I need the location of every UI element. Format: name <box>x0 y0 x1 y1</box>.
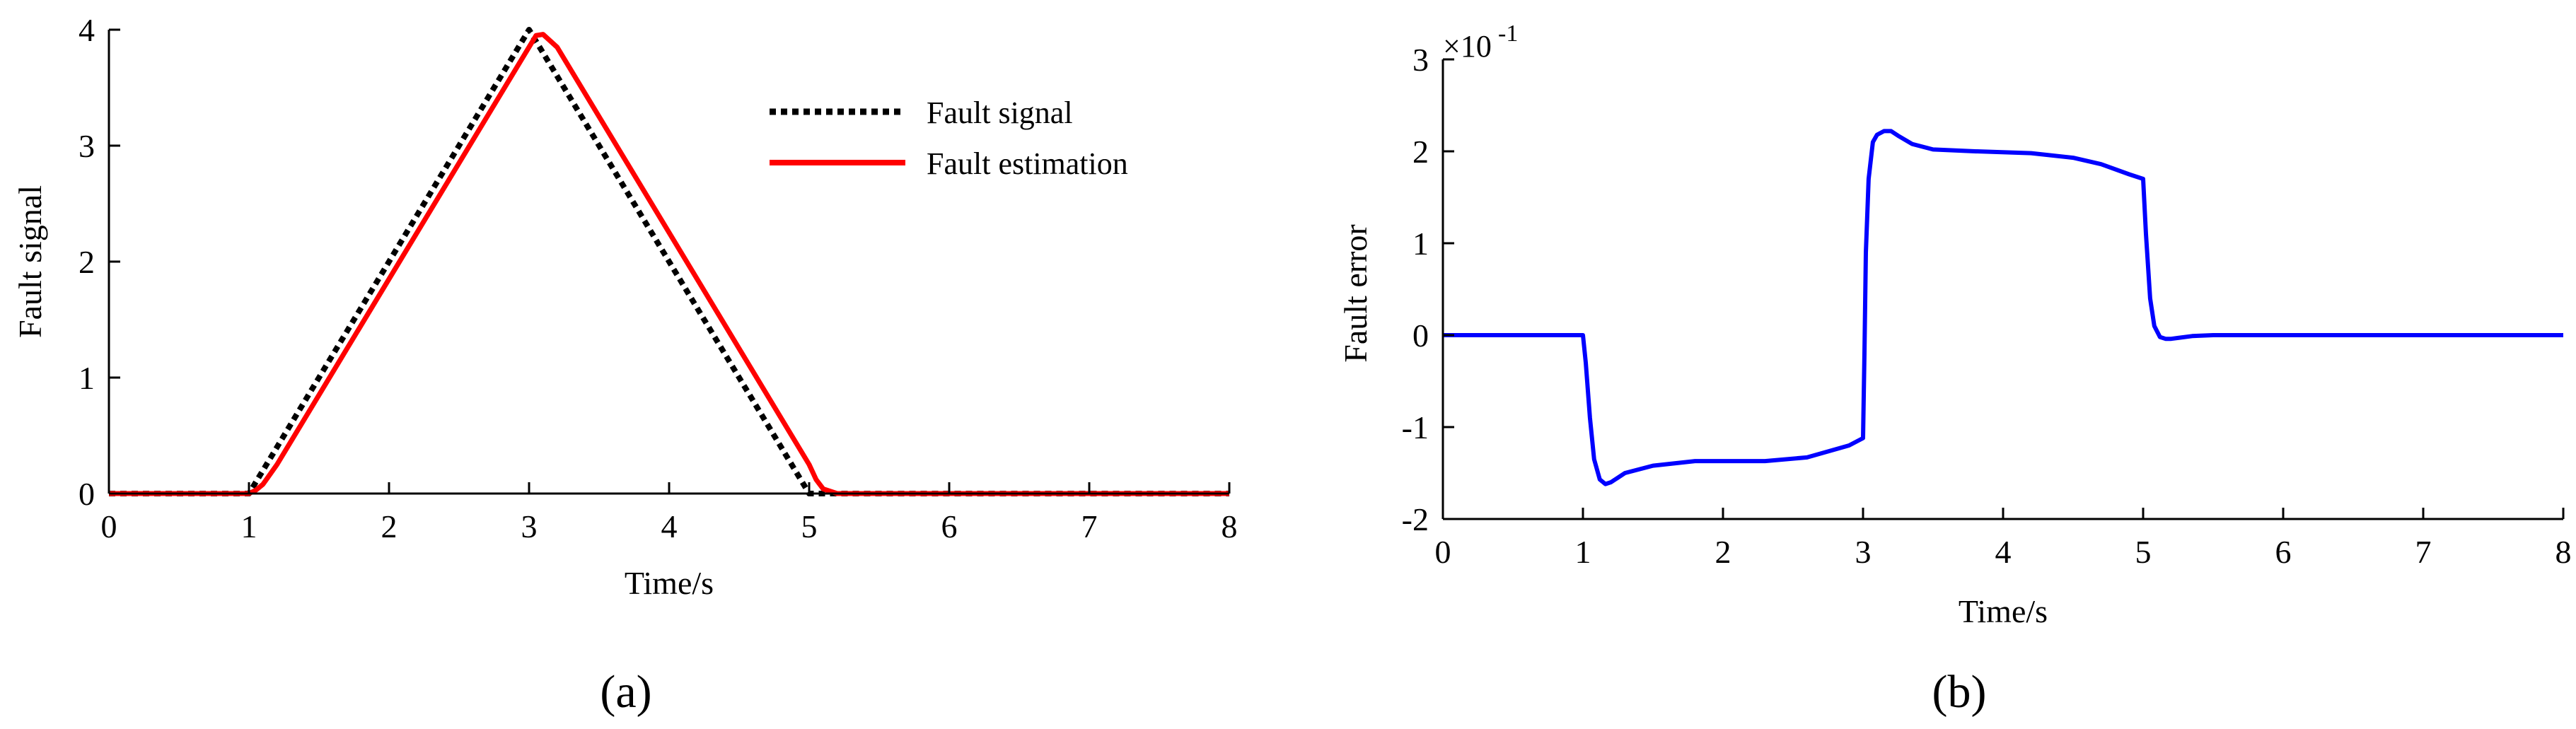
x-tick-label-a: 7 <box>1081 508 1098 544</box>
y-tick-label-a: 0 <box>79 476 95 512</box>
legend-a: Fault signal Fault estimation <box>770 95 1128 181</box>
xlabel-b: Time/s <box>1959 593 2048 629</box>
panel-label-a: (a) <box>600 666 651 718</box>
scale-note-prefix: ×10 <box>1443 29 1492 64</box>
x-tick-label-b: 3 <box>1855 534 1872 570</box>
panel-label-b: (b) <box>1932 666 1987 718</box>
series-line-a-2 <box>109 32 1229 496</box>
y-tick-label-a: 2 <box>79 244 95 280</box>
x-tick-label-a: 2 <box>381 508 398 544</box>
x-tick-label-a: 0 <box>101 508 117 544</box>
x-tick-label-b: 2 <box>1715 534 1731 570</box>
y-tick-label-a: 4 <box>79 12 95 48</box>
y-tick-label-a: 3 <box>79 128 95 164</box>
series-group-b <box>1443 129 2563 486</box>
y-tick-label-b: 2 <box>1412 134 1429 170</box>
x-tick-label-a: 4 <box>661 508 678 544</box>
x-tick-label-a: 5 <box>801 508 818 544</box>
panel-b: 0 1 2 3 4 5 6 7 8 -2 -1 0 1 2 3 Fault error Time/s (b)… <box>1338 21 2572 718</box>
axes-a: 0 1 2 3 4 5 6 7 8 0 1 2 3 4 <box>79 12 1238 544</box>
x-tick-label-b: 5 <box>2135 534 2152 570</box>
y-tick-label-b: 0 <box>1412 317 1429 354</box>
y-tick-label-b: -2 <box>1402 501 1429 537</box>
x-tick-label-b: 4 <box>1995 534 2012 570</box>
ylabel-b: Fault error <box>1338 224 1374 362</box>
x-tick-label-b: 7 <box>2415 534 2432 570</box>
legend-label-fault-signal: Fault signal <box>927 95 1073 130</box>
axes-b: 0 1 2 3 4 5 6 7 8 -2 -1 0 1 2 3 <box>1402 42 2572 570</box>
y-tick-label-b: -1 <box>1402 409 1429 445</box>
y-tick-label-b: 3 <box>1412 42 1429 78</box>
x-tick-label-a: 3 <box>521 508 538 544</box>
x-tick-label-b: 0 <box>1435 534 1451 570</box>
y-tick-label-b: 1 <box>1412 226 1429 262</box>
ylabel-a: Fault signal <box>12 185 48 338</box>
plot-area-b <box>1443 59 2563 519</box>
x-tick-label-b: 6 <box>2275 534 2292 570</box>
legend-label-fault-estimation: Fault estimation <box>927 146 1128 181</box>
scale-note-exponent: -1 <box>1498 21 1518 47</box>
x-tick-label-b: 1 <box>1575 534 1591 570</box>
x-tick-label-a: 6 <box>941 508 958 544</box>
scale-note-b: ×10 -1 <box>1443 21 1518 64</box>
y-tick-label-a: 1 <box>79 360 95 396</box>
series-line-b-1 <box>1443 129 2563 486</box>
x-tick-label-a: 8 <box>1222 508 1238 544</box>
x-tick-label-a: 1 <box>241 508 257 544</box>
panel-a: 0 1 2 3 4 5 6 7 8 0 1 2 3 4 Fault signal Fault estima… <box>12 12 1238 718</box>
x-tick-label-b: 8 <box>2555 534 2572 570</box>
xlabel-a: Time/s <box>625 565 714 601</box>
